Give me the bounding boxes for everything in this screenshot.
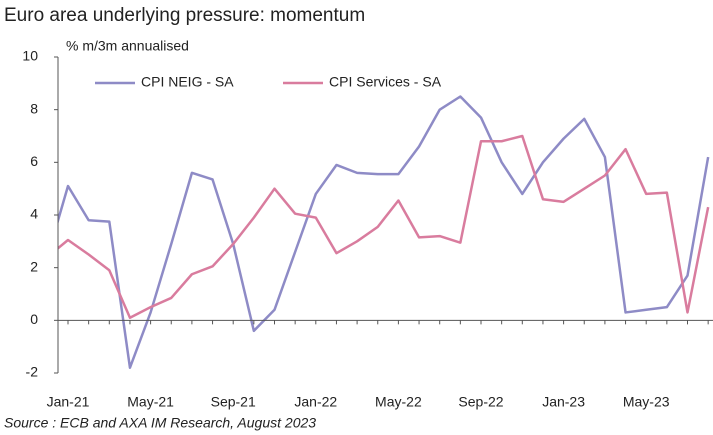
y-tick-label: -2 (26, 364, 39, 380)
series-line (58, 134, 710, 319)
x-tick-label: May-21 (127, 394, 174, 410)
y-tick-label: 2 (30, 258, 38, 274)
y-tick-label: 4 (30, 206, 38, 222)
y-tick-label: 6 (30, 153, 38, 169)
x-tick-label: May-23 (623, 394, 670, 410)
series-line (58, 95, 710, 369)
y-tick-label: 0 (30, 311, 38, 327)
legend-label: CPI NEIG - SA (141, 74, 234, 90)
legend-label: CPI Services - SA (329, 74, 442, 90)
chart-title: Euro area underlying pressure: momentum (4, 5, 365, 26)
x-tick-label: Jan-23 (542, 394, 585, 410)
source: Source : ECB and AXA IM Research, August… (4, 415, 316, 431)
y-tick-label: 8 (30, 100, 38, 116)
plot-area (58, 95, 710, 369)
y-tick-label: 10 (22, 48, 38, 64)
x-tick-label: May-22 (375, 394, 422, 410)
x-tick-label: Jan-21 (47, 394, 90, 410)
x-tick-label: Sep-21 (211, 394, 256, 410)
x-tick-label: Jan-22 (294, 394, 337, 410)
y-axis-label: % m/3m annualised (66, 38, 189, 54)
x-tick-label: Sep-22 (458, 394, 503, 410)
